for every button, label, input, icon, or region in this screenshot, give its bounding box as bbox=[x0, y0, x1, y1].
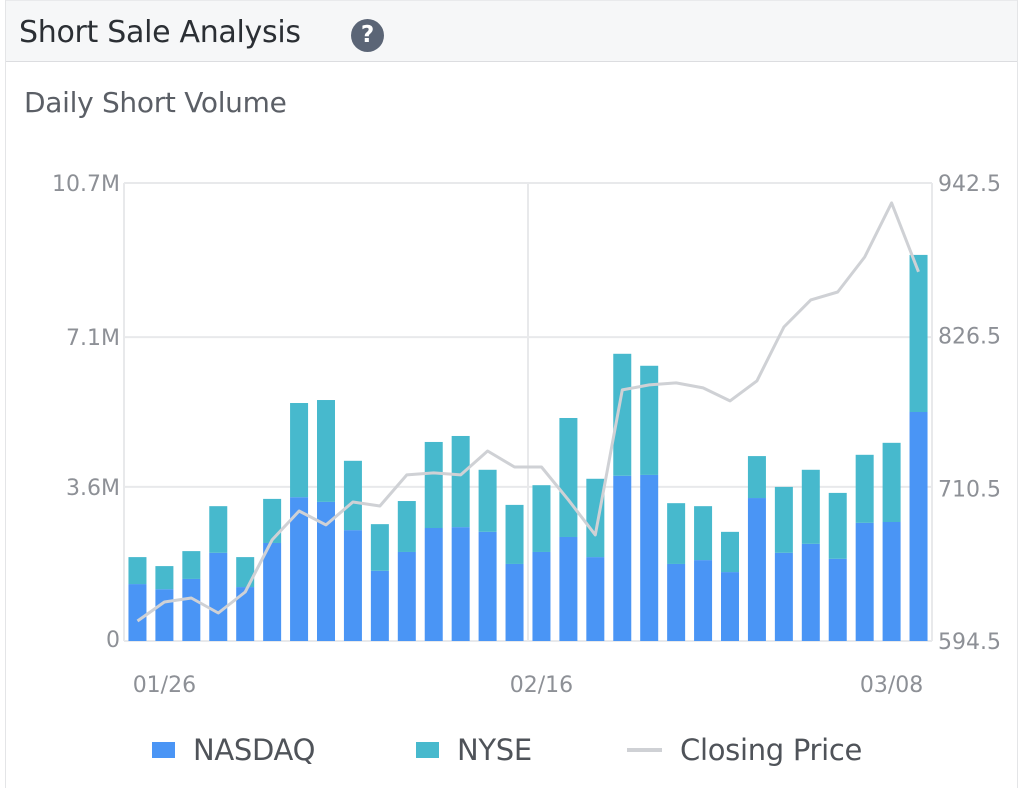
short-sale-panel: Short Sale Analysis ? Daily Short Volume bbox=[5, 0, 1018, 788]
bar-nasdaq bbox=[370, 570, 389, 641]
y-right-tick-label: 826.5 bbox=[938, 325, 1001, 350]
bar-nyse bbox=[613, 353, 632, 476]
bar-nyse bbox=[909, 254, 928, 412]
legend-label-closing-price: Closing Price bbox=[680, 733, 863, 767]
bar-nasdaq bbox=[532, 551, 551, 641]
bar-nyse bbox=[155, 566, 174, 590]
y-right-tick-label: 710.5 bbox=[938, 477, 1001, 502]
bar-nyse bbox=[855, 454, 874, 523]
short-volume-chart: 0 3.6M 7.1M 10.7M 594.5 710.5 826.5 942.5 01/26 0… bbox=[52, 172, 1001, 698]
bar-nasdaq bbox=[694, 560, 713, 641]
bar-nyse bbox=[370, 524, 389, 571]
bar-nyse bbox=[424, 441, 443, 528]
line-layer bbox=[136, 201, 920, 623]
bar-nasdaq bbox=[586, 557, 605, 641]
bar-nasdaq bbox=[209, 552, 228, 641]
bar-nyse bbox=[317, 400, 335, 502]
bar-nyse bbox=[343, 460, 362, 531]
y-left-tick-label: 0 bbox=[106, 628, 120, 653]
legend-label-nyse: NYSE bbox=[457, 733, 532, 767]
bar-nasdaq bbox=[909, 412, 928, 641]
bar-nasdaq bbox=[882, 522, 901, 641]
closing-price-line bbox=[136, 201, 920, 623]
x-tick-label: 01/26 bbox=[133, 673, 196, 698]
bar-nyse bbox=[747, 456, 766, 499]
chart-title: Daily Short Volume bbox=[24, 86, 287, 119]
x-tick-label: 03/08 bbox=[860, 673, 923, 698]
bar-nyse bbox=[882, 442, 901, 523]
bar-nasdaq bbox=[801, 543, 820, 641]
question-circle-icon[interactable]: ? bbox=[351, 19, 384, 52]
grid-layer bbox=[123, 182, 933, 642]
legend-swatch-closing-price bbox=[627, 748, 662, 752]
bar-nyse bbox=[640, 365, 659, 475]
y-left-tick-label: 7.1M bbox=[66, 326, 120, 351]
bar-nyse bbox=[128, 557, 147, 585]
bar-nasdaq bbox=[397, 551, 416, 641]
bar-nasdaq bbox=[774, 552, 793, 641]
chart-legend: NASDAQ NYSE Closing Price bbox=[0, 728, 1024, 772]
legend-swatch-nasdaq bbox=[152, 742, 175, 758]
bar-nasdaq bbox=[290, 497, 309, 641]
bar-nasdaq bbox=[451, 527, 470, 641]
bar-nyse bbox=[182, 551, 201, 579]
bar-nasdaq bbox=[182, 578, 201, 641]
panel-header: Short Sale Analysis ? bbox=[6, 0, 1017, 62]
bar-nyse bbox=[236, 557, 255, 588]
bar-nyse bbox=[478, 469, 497, 532]
bar-nasdaq bbox=[317, 501, 335, 641]
y-right-tick-label: 594.5 bbox=[938, 630, 1001, 655]
bar-nyse bbox=[263, 498, 282, 543]
bar-nyse bbox=[451, 435, 470, 528]
bar-nyse bbox=[290, 403, 309, 498]
legend-item-closing-price[interactable]: Closing Price bbox=[627, 728, 862, 772]
bar-nasdaq bbox=[747, 498, 766, 641]
bar-nyse bbox=[828, 492, 847, 559]
bar-nasdaq bbox=[613, 475, 632, 641]
legend-item-nasdaq[interactable]: NASDAQ bbox=[152, 728, 315, 772]
bar-nyse bbox=[586, 478, 605, 558]
legend-item-nyse[interactable]: NYSE bbox=[416, 728, 532, 772]
bar-nyse bbox=[532, 485, 551, 552]
bar-nasdaq bbox=[667, 563, 686, 641]
bar-nyse bbox=[667, 503, 686, 564]
axis-layer: 0 3.6M 7.1M 10.7M 594.5 710.5 826.5 942.5 01/26 0… bbox=[52, 172, 1001, 698]
bar-nyse bbox=[801, 469, 820, 544]
y-right-tick-label: 942.5 bbox=[938, 172, 1001, 197]
bar-nasdaq bbox=[343, 530, 362, 641]
bar-nasdaq bbox=[128, 584, 147, 641]
bar-nyse bbox=[774, 486, 793, 553]
panel-title: Short Sale Analysis bbox=[19, 15, 301, 50]
bar-nyse bbox=[559, 417, 578, 537]
bar-nyse bbox=[694, 506, 713, 561]
bar-nasdaq bbox=[640, 474, 659, 641]
x-tick-label: 02/16 bbox=[510, 673, 573, 698]
y-left-tick-label: 10.7M bbox=[52, 172, 120, 197]
bar-nasdaq bbox=[263, 542, 282, 641]
bar-nasdaq bbox=[236, 587, 255, 641]
legend-swatch-nyse bbox=[416, 742, 439, 758]
bar-nasdaq bbox=[828, 558, 847, 641]
bar-nyse bbox=[209, 506, 228, 553]
bar-nasdaq bbox=[559, 536, 578, 641]
bar-nyse bbox=[397, 501, 416, 552]
bar-nyse bbox=[505, 504, 524, 564]
bar-nasdaq bbox=[155, 589, 174, 641]
bar-nasdaq bbox=[855, 522, 874, 641]
bar-nasdaq bbox=[424, 527, 443, 641]
y-left-tick-label: 3.6M bbox=[66, 476, 120, 501]
bar-nasdaq bbox=[505, 563, 524, 641]
bar-layer bbox=[128, 254, 928, 641]
bar-nasdaq bbox=[478, 531, 497, 641]
bar-nasdaq bbox=[721, 572, 739, 641]
legend-label-nasdaq: NASDAQ bbox=[193, 733, 316, 767]
bar-nyse bbox=[721, 531, 739, 573]
